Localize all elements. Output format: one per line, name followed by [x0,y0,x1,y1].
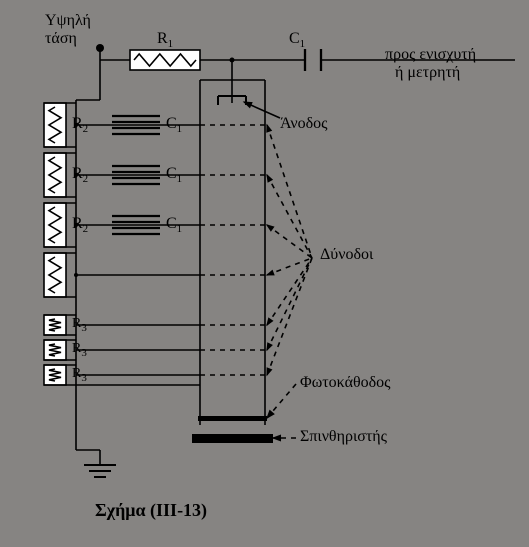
label-c-left-2: C1 [166,215,182,235]
label-r3-0: R3 [72,316,87,334]
label-high-voltage-2: τάση [45,30,77,48]
circuit-svg [0,0,529,547]
label-r1: R1 [157,30,173,50]
label-c-left-1: C1 [166,165,182,185]
label-r3-1: R3 [72,341,87,359]
label-r3-2: R3 [72,366,87,384]
label-r2-0: R2 [72,115,88,135]
label-photocathode: Φωτοκάθοδος [300,374,391,392]
label-amp-1: προς ενισχυτή [385,46,476,64]
label-c-left-0: C1 [166,115,182,135]
label-anode: Άνοδος [280,115,327,133]
label-scintillator: Σπινθηριστής [300,428,387,446]
label-c1-top: C1 [289,30,305,50]
label-r2-2: R2 [72,215,88,235]
label-amp-2: ή μετρητή [395,64,460,82]
figure-caption: Σχήμα (ΙΙΙ-13) [95,500,207,521]
label-r2-1: R2 [72,165,88,185]
label-dynodes: Δύνοδοι [320,246,373,264]
label-high-voltage-1: Υψηλή [45,12,91,30]
diagram-stage: Υψηλήτάση R1 C1 προς ενισχυτήή μετρητή Άνοδο… [0,0,529,547]
